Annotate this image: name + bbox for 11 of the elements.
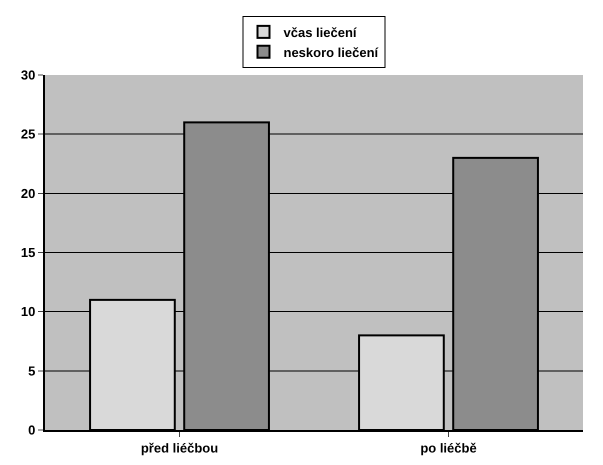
legend-label: včas liečení [284,24,357,40]
y-tick-label: 20 [20,186,36,201]
y-tick-label: 10 [20,304,36,320]
y-tick-label: 15 [20,245,36,260]
y-tick-label: 5 [28,363,36,378]
x-tick-label: po liéčbě [420,440,477,456]
y-tick-label: 25 [20,126,36,142]
y-tick-label: 30 [20,68,36,83]
x-tick-label: před liéčbou [140,440,218,456]
legend-label: neskoro liečení [284,44,379,60]
y-tick-label: 0 [28,422,36,438]
